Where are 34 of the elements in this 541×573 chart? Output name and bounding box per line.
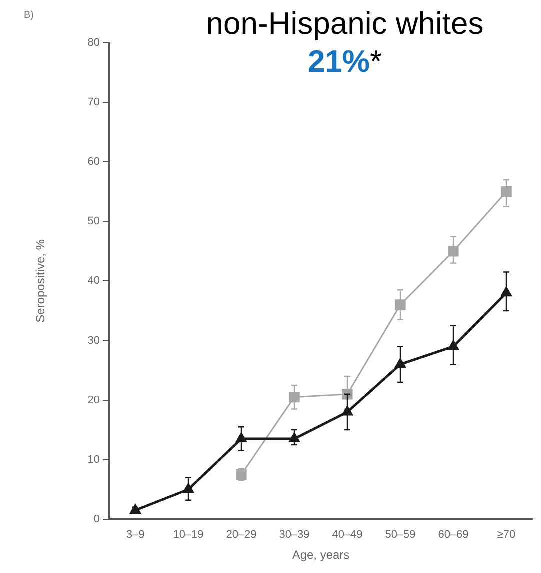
y-tick-label: 30 (88, 334, 100, 347)
y-tick-label: 0 (94, 513, 100, 526)
x-tick-label: 40–49 (332, 529, 363, 542)
chart-subtitle: 21% (308, 44, 370, 79)
y-axis-title: Seropositive, % (34, 239, 48, 323)
y-tick-label: 70 (88, 96, 100, 109)
point (236, 433, 247, 443)
chart-title: non-Hispanic whites (205, 6, 485, 42)
point (395, 358, 406, 368)
point (342, 406, 353, 416)
x-axis-title: Age, years (292, 548, 350, 562)
y-tick-label: 20 (88, 394, 100, 406)
text: B) (24, 10, 34, 21)
point (448, 340, 459, 350)
x-tick-label: 10–19 (173, 529, 204, 542)
x-tick-label: ≥70 (497, 529, 516, 542)
x-tick-label: 60–69 (438, 529, 469, 542)
y-tick-label: 40 (88, 275, 100, 288)
y-tick-label: 10 (88, 454, 100, 466)
x-tick-label: 3–9 (126, 529, 145, 542)
x-tick-label: 50–59 (385, 529, 416, 542)
x-tick-label: 30–39 (279, 529, 310, 542)
point (395, 300, 406, 310)
y-tick-label: 50 (88, 216, 100, 228)
y-tick-label: 60 (88, 156, 100, 168)
point (289, 392, 300, 403)
point (183, 484, 194, 494)
point (501, 186, 512, 198)
y-tick-label: 80 (88, 37, 100, 50)
annotation: * (370, 44, 382, 79)
point (289, 433, 300, 443)
point (501, 287, 512, 297)
x-tick-label: 20–29 (226, 529, 257, 542)
point (448, 246, 459, 257)
